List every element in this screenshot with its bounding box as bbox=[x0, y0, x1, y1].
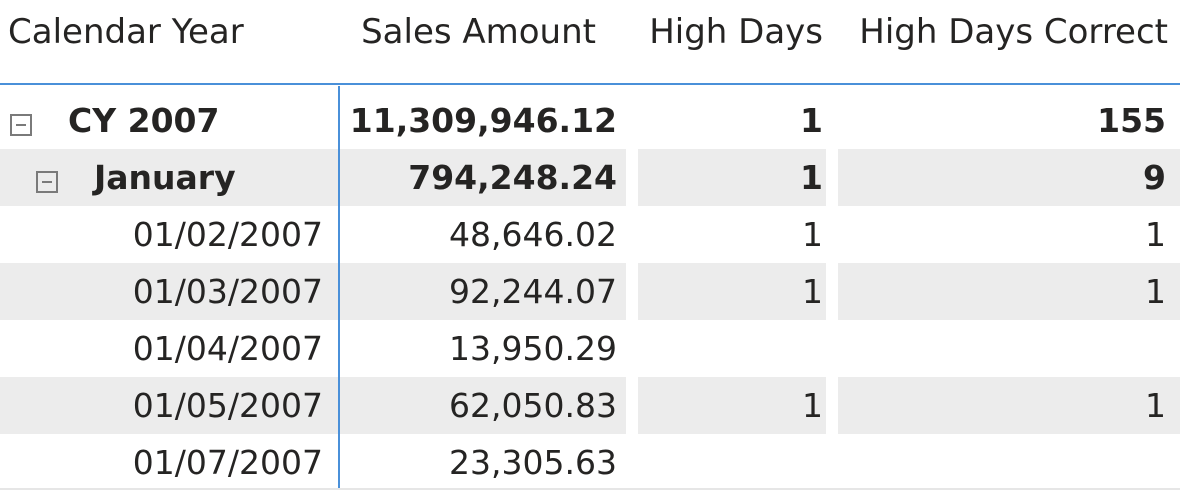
table-row: 01/05/2007 62,050.83 1 1 bbox=[0, 377, 1180, 434]
row-date: 01/07/2007 bbox=[132, 443, 323, 482]
row-high-days-correct bbox=[838, 434, 1166, 491]
year-sales-amount: 11,309,946.12 bbox=[349, 101, 617, 140]
month-label: January bbox=[94, 158, 236, 197]
row-sales-amount: 62,050.83 bbox=[449, 386, 617, 425]
table-row: 01/04/2007 13,950.29 bbox=[0, 320, 1180, 377]
row-high-days: 1 bbox=[802, 386, 823, 425]
column-gap bbox=[626, 377, 638, 434]
column-header-sales-amount[interactable]: Sales Amount bbox=[361, 12, 596, 52]
column-gap bbox=[826, 377, 838, 434]
column-header-high-days-correct[interactable]: High Days Correct bbox=[859, 12, 1168, 52]
row-date: 01/05/2007 bbox=[132, 386, 323, 425]
header-divider bbox=[0, 83, 1180, 85]
row-high-days-correct bbox=[838, 320, 1166, 377]
column-gap bbox=[626, 263, 638, 320]
row-sales-amount: 48,646.02 bbox=[449, 215, 617, 254]
row-date: 01/02/2007 bbox=[132, 215, 323, 254]
row-high-days bbox=[640, 434, 823, 491]
column-header-high-days[interactable]: High Days bbox=[649, 12, 823, 52]
row-high-days bbox=[640, 320, 823, 377]
column-gap bbox=[826, 149, 838, 206]
row-sales-amount: 23,305.63 bbox=[449, 443, 617, 482]
column-header-calendar-year[interactable]: Calendar Year bbox=[8, 12, 244, 52]
collapse-minus-icon[interactable] bbox=[10, 114, 32, 136]
table-row: 01/07/2007 23,305.63 bbox=[0, 434, 1180, 491]
row-high-days-correct: 1 bbox=[1145, 386, 1166, 425]
bottom-divider bbox=[0, 488, 1180, 490]
table-row: 01/02/2007 48,646.02 1 1 bbox=[0, 206, 1180, 263]
column-header-row: Calendar Year Sales Amount High Days Hig… bbox=[0, 0, 1180, 84]
month-high-days: 1 bbox=[800, 158, 823, 197]
table-row: 01/03/2007 92,244.07 1 1 bbox=[0, 263, 1180, 320]
month-row: January 794,248.24 1 9 bbox=[0, 149, 1180, 206]
collapse-minus-icon[interactable] bbox=[36, 171, 58, 193]
year-high-days-correct: 155 bbox=[1097, 101, 1166, 140]
row-high-days-correct: 1 bbox=[1145, 272, 1166, 311]
row-sales-amount: 92,244.07 bbox=[449, 272, 617, 311]
month-sales-amount: 794,248.24 bbox=[408, 158, 617, 197]
column-gap bbox=[826, 263, 838, 320]
row-high-days: 1 bbox=[802, 215, 823, 254]
row-date: 01/04/2007 bbox=[132, 329, 323, 368]
year-label: CY 2007 bbox=[68, 101, 220, 140]
row-sales-amount: 13,950.29 bbox=[449, 329, 617, 368]
row-header-divider bbox=[338, 86, 340, 490]
row-date: 01/03/2007 bbox=[132, 272, 323, 311]
year-row: CY 2007 11,309,946.12 1 155 bbox=[0, 92, 1180, 149]
month-high-days-correct: 9 bbox=[1143, 158, 1166, 197]
year-high-days: 1 bbox=[800, 101, 823, 140]
column-gap bbox=[626, 149, 638, 206]
row-high-days: 1 bbox=[802, 272, 823, 311]
row-high-days-correct: 1 bbox=[1145, 215, 1166, 254]
